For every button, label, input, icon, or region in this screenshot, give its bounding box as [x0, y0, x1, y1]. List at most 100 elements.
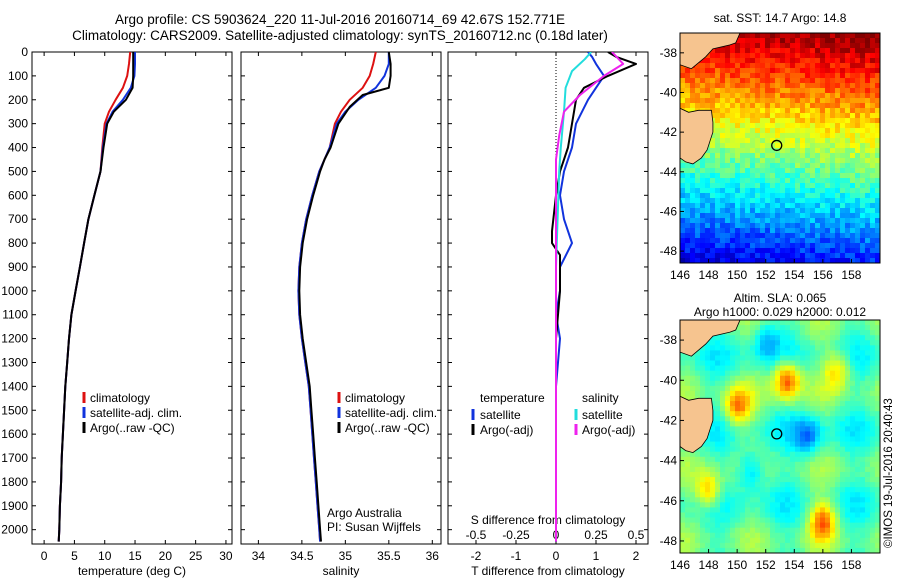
map-cell: [760, 340, 766, 346]
x-tick-label: 152: [756, 268, 776, 282]
map-cell: [820, 406, 826, 412]
map-cell: [800, 103, 806, 109]
map-cell: [755, 188, 761, 194]
map-cell: [760, 517, 766, 524]
map-cell: [830, 542, 836, 549]
map-cell: [835, 53, 841, 59]
map-cell: [710, 68, 716, 74]
map-cell: [745, 502, 751, 508]
map-cell: [850, 421, 856, 427]
map-cell: [855, 482, 861, 488]
map-cell: [700, 355, 706, 361]
map-cell: [860, 365, 866, 372]
map-cell: [735, 133, 741, 139]
map-cell: [870, 153, 876, 159]
map-cell: [750, 33, 756, 39]
map-cell: [815, 335, 821, 341]
map-cell: [875, 512, 880, 518]
map-cell: [770, 461, 776, 468]
map-cell: [770, 471, 776, 478]
map-cell: [750, 360, 756, 366]
map-cell: [720, 451, 726, 458]
map-cell: [710, 421, 716, 427]
map-cell: [825, 330, 831, 336]
map-cell: [695, 532, 701, 539]
map-cell: [870, 188, 876, 194]
map-cell: [725, 68, 731, 74]
map-cell: [715, 198, 721, 204]
map-cell: [750, 502, 756, 508]
map-cell: [780, 53, 786, 59]
map-cell: [860, 133, 866, 139]
map-cell: [770, 456, 776, 463]
map-cell: [850, 380, 856, 387]
map-cell: [770, 173, 776, 179]
map-cell: [740, 350, 746, 356]
map-cell: [855, 340, 861, 346]
map-cell: [745, 38, 751, 44]
map-cell: [820, 93, 826, 99]
map-cell: [870, 73, 876, 79]
map-cell: [805, 477, 811, 483]
map-cell: [845, 487, 851, 493]
map-cell: [725, 411, 731, 417]
map-cell: [825, 482, 831, 488]
map-cell: [775, 487, 781, 493]
map-cell: [735, 253, 741, 259]
map-cell: [745, 320, 751, 326]
map-cell: [845, 421, 851, 427]
map-cell: [845, 138, 851, 144]
map-cell: [680, 213, 686, 219]
map-cell: [830, 48, 836, 54]
map-cell: [800, 223, 806, 229]
map-cell: [800, 395, 806, 402]
map-cell: [815, 406, 821, 412]
map-cell: [845, 163, 851, 169]
map-cell: [840, 365, 846, 372]
map-cell: [810, 248, 816, 254]
map-cell: [860, 340, 866, 346]
y-tick-label: -44: [660, 165, 678, 179]
map-cell: [815, 547, 821, 553]
map-cell: [805, 198, 811, 204]
map-cell: [695, 188, 701, 194]
map-cell: [765, 487, 771, 493]
map-cell: [760, 178, 766, 184]
map-cell: [765, 507, 771, 513]
map-cell: [745, 258, 751, 263]
map-cell: [745, 471, 751, 478]
map-cell: [855, 492, 861, 498]
map-cell: [865, 198, 871, 204]
map-cell: [725, 138, 731, 144]
map-cell: [715, 451, 721, 458]
map-cell: [705, 456, 711, 463]
map-cell: [690, 88, 696, 94]
map-cell: [830, 527, 836, 534]
map-cell: [835, 168, 841, 174]
map-cell: [710, 218, 716, 224]
map-cell: [755, 416, 761, 422]
map-cell: [795, 148, 801, 154]
map-cell: [775, 193, 781, 199]
map-cell: [685, 213, 691, 219]
map-cell: [695, 88, 701, 94]
map-cell: [725, 203, 731, 209]
map-cell: [710, 390, 716, 397]
map-cell: [825, 88, 831, 94]
map-cell: [820, 446, 826, 453]
map-cell: [865, 128, 871, 134]
map-cell: [700, 365, 706, 372]
map-cell: [725, 436, 731, 442]
map-cell: [820, 380, 826, 387]
map-cell: [800, 53, 806, 59]
map-cell: [855, 58, 861, 64]
map-cell: [705, 163, 711, 169]
map-cell: [800, 522, 806, 529]
map-cell: [710, 370, 716, 377]
map-cell: [805, 153, 811, 159]
map-cell: [790, 365, 796, 372]
map-cell: [875, 203, 880, 209]
map-cell: [715, 482, 721, 488]
map-cell: [870, 228, 876, 234]
map-cell: [860, 158, 866, 164]
